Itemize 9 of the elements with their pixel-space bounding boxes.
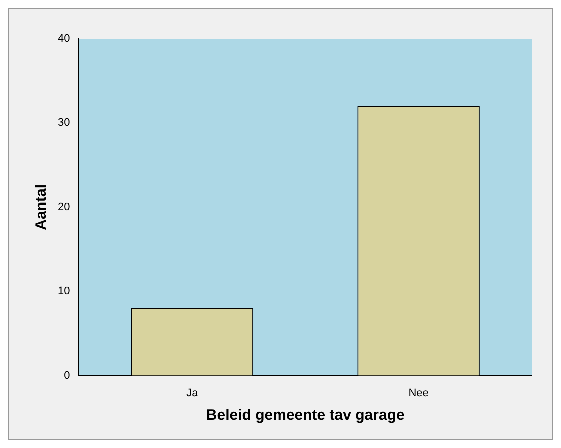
y-tick-label: 0: [64, 370, 70, 382]
x-tick-label: Ja: [186, 387, 200, 400]
x-tick-label: Nee: [408, 387, 429, 400]
y-tick-label: 20: [58, 201, 70, 214]
y-tick-label: 40: [58, 33, 70, 46]
y-tick-label: 30: [58, 117, 70, 130]
y-axis-title: Aantal: [33, 184, 50, 230]
x-axis-title: Beleid gemeente tav garage: [206, 407, 405, 424]
y-tick-label: 10: [58, 286, 70, 298]
